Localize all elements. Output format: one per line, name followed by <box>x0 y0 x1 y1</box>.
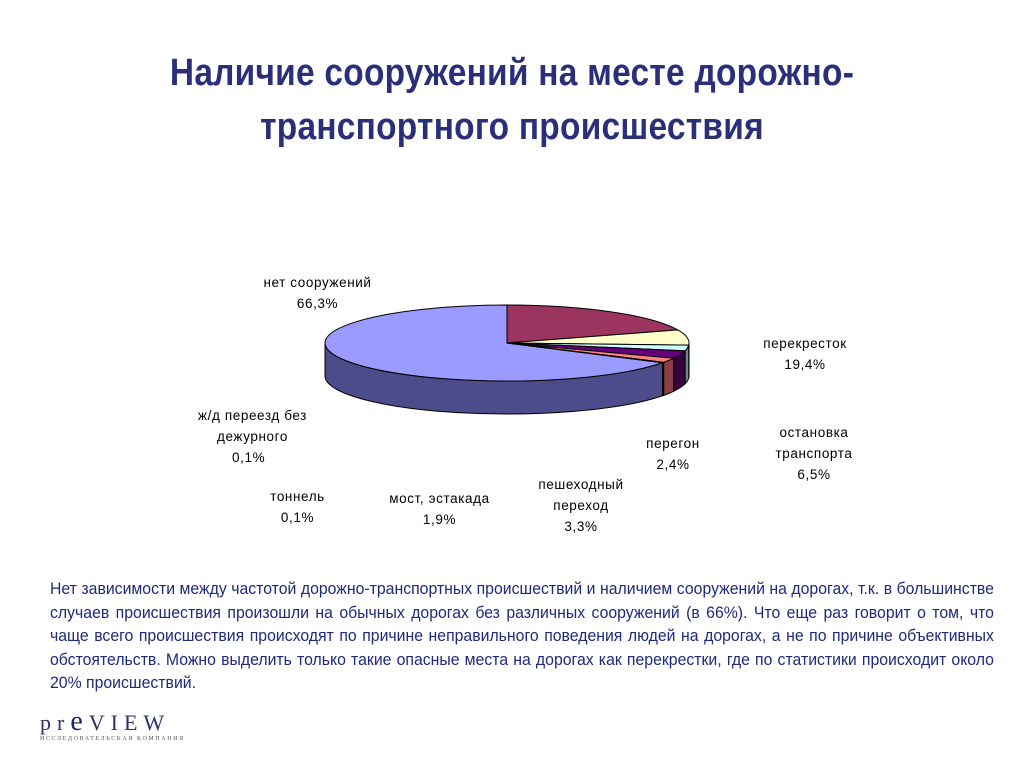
label-bridge-value: 1,9% <box>422 512 457 527</box>
slice-нет-сооружений <box>324 304 663 382</box>
company-logo: preVIEW ИССЛЕДОВАТЕЛЬСКАЯ КОМПАНИЯ <box>40 706 185 742</box>
slice-ж-д-переезд-без-дежурного <box>506 342 664 364</box>
label-crossroad-value: 19,4% <box>784 357 826 372</box>
label-tunnel-value: 0,1% <box>280 510 315 525</box>
label-crosswalk: пешеходный переход 3,3% <box>520 474 642 537</box>
label-no-structures: нет сооружений 66,3% <box>240 272 395 314</box>
label-railway: ж/д переезд без дежурного 0,1% <box>180 405 325 468</box>
label-stop-name-1: остановка <box>779 425 849 440</box>
slice-перекресток <box>506 304 680 344</box>
label-no-structures-value: 66,3% <box>296 296 339 311</box>
label-tunnel-name: тоннель <box>270 489 325 504</box>
label-stop-value: 6,5% <box>797 467 831 482</box>
label-crosswalk-value: 3,3% <box>564 519 598 534</box>
label-bridge-name: мост, эстакада <box>389 491 490 506</box>
logo-wordmark: preVIEW <box>40 706 171 737</box>
label-railway-name-2: дежурного <box>216 429 289 444</box>
label-crossroad: перекресток 19,4% <box>745 333 865 375</box>
label-railway-name-1: ж/д переезд без <box>198 408 307 423</box>
label-haul-value: 2,4% <box>656 457 690 472</box>
label-bridge: мост, эстакада 1,9% <box>372 488 507 530</box>
slice-side-мост-эстакада <box>663 357 675 397</box>
label-crosswalk-name-2: переход <box>553 498 609 513</box>
label-crossroad-name: перекресток <box>763 336 847 351</box>
label-tunnel: тоннель 0,1% <box>250 486 345 528</box>
label-crosswalk-name-1: пешеходный <box>538 477 624 492</box>
logo-subtitle: ИССЛЕДОВАТЕЛЬСКАЯ КОМПАНИЯ <box>40 736 185 742</box>
page-title: Наличие сооружений на месте дорожно-тран… <box>169 52 855 148</box>
label-haul-name: перегон <box>646 436 700 451</box>
conclusion-paragraph: Нет зависимости между частотой дорожно-т… <box>50 579 994 692</box>
label-railway-value: 0,1% <box>232 450 266 465</box>
label-haul: перегон 2,4% <box>628 433 718 475</box>
slice-side-ж-д-переезд-без-дежурного <box>661 361 664 397</box>
label-stop: остановка транспорта 6,5% <box>755 422 873 485</box>
label-stop-name-2: транспорта <box>775 446 853 461</box>
label-no-structures-name: нет сооружений <box>263 275 372 290</box>
